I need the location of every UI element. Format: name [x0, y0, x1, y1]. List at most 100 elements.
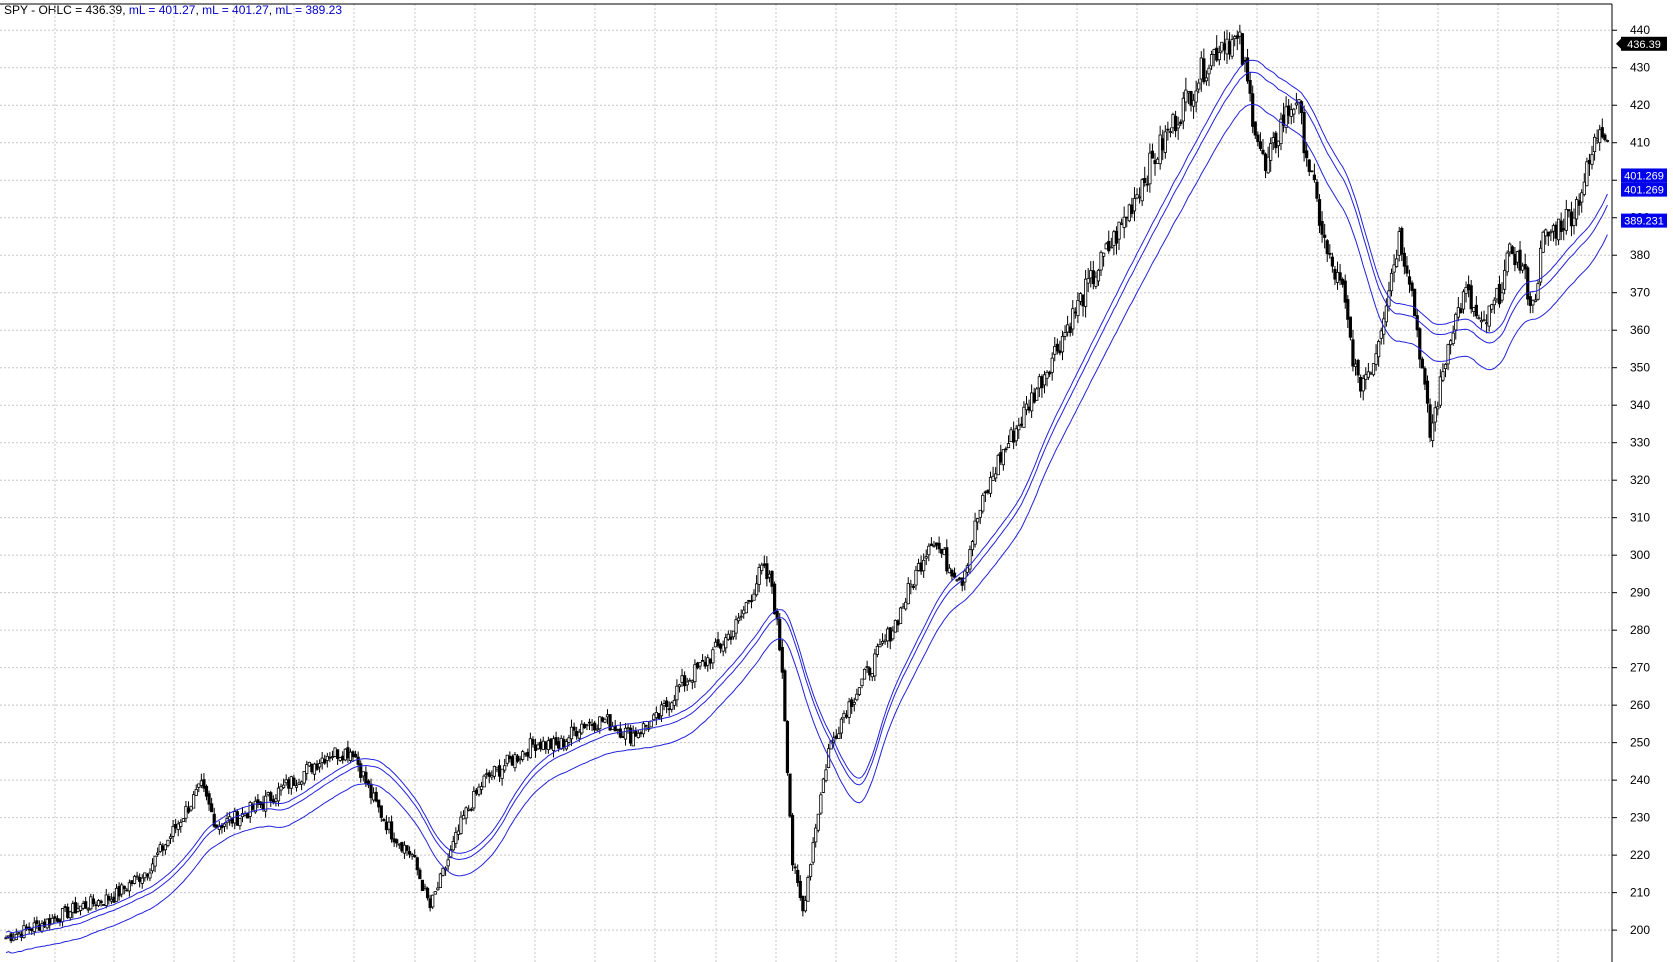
candle-body [783, 670, 787, 722]
y-tick-label: 410 [1630, 136, 1650, 150]
candle-body [1490, 304, 1494, 310]
candle-body [513, 754, 517, 769]
candle-body [680, 675, 684, 683]
candle-body [302, 771, 306, 784]
candle-body [937, 542, 941, 550]
y-tick-label: 340 [1630, 398, 1650, 412]
candle-body [886, 628, 890, 642]
candle-body [202, 779, 206, 789]
y-tick-label: 200 [1630, 923, 1650, 937]
candle-body [539, 741, 543, 750]
candle-body [1467, 284, 1471, 291]
candle-body [685, 681, 689, 686]
candle-body [1114, 230, 1119, 244]
candle-body [1348, 316, 1352, 338]
candle-body [1287, 105, 1291, 116]
candle-body [282, 784, 286, 788]
candle-body [906, 583, 910, 605]
ma3-price-tag-bg [1621, 213, 1667, 228]
candle-body [505, 754, 509, 764]
candle-body [1240, 33, 1245, 65]
candle-body [305, 764, 309, 774]
candle-body [536, 744, 540, 750]
candle-body [395, 839, 399, 844]
candle-body [562, 739, 566, 748]
candle-body [623, 727, 628, 740]
candle-body [1569, 211, 1574, 227]
candle-body [1346, 299, 1350, 320]
candle-body [708, 658, 712, 664]
candle-body [1112, 231, 1116, 246]
candle-body [1464, 286, 1468, 294]
candle-body [63, 906, 67, 908]
candle-body [338, 757, 342, 761]
candle-body [438, 873, 443, 889]
candle-body [1603, 134, 1607, 141]
candle-body [1197, 82, 1201, 90]
ma2-price-tag-bg [1621, 182, 1667, 197]
candle-body [572, 726, 576, 731]
candle-body [1423, 368, 1427, 385]
candle-body [891, 630, 895, 640]
candle-body [1235, 35, 1239, 39]
candle-body [99, 900, 103, 904]
candle-body [819, 794, 823, 814]
candle-body [1299, 101, 1304, 114]
candle-body [844, 714, 849, 718]
candle-body [605, 714, 610, 718]
candle-body [811, 842, 815, 863]
candle-body [1500, 292, 1504, 301]
candle-body [1364, 374, 1368, 380]
candle-body [1335, 272, 1340, 283]
candle-body [369, 783, 373, 799]
candle-body [510, 756, 514, 766]
candle-body [1510, 246, 1514, 255]
candle-body [508, 755, 512, 760]
candle-body [659, 704, 664, 717]
candle-body [120, 884, 124, 895]
candle-body [898, 607, 903, 625]
candle-body [1320, 221, 1324, 235]
candle-body [726, 633, 730, 640]
candle-body [981, 494, 985, 512]
candle-body [557, 741, 561, 749]
candle-body [850, 699, 854, 708]
candle-body [1004, 448, 1008, 451]
candle-body [1251, 93, 1255, 127]
candle-body [1120, 222, 1124, 225]
candle-body [1258, 141, 1263, 149]
ma1-price-tag: 401.269 [1624, 170, 1664, 182]
candle-body [127, 882, 131, 892]
candle-body [176, 823, 180, 830]
candle-body [456, 830, 461, 835]
candle-body [649, 720, 653, 728]
candle-body [1574, 199, 1579, 220]
candle-body [695, 662, 700, 669]
candle-body [963, 570, 967, 583]
candle-body [662, 703, 666, 707]
candle-body [410, 854, 414, 857]
candle-body [413, 855, 417, 858]
candle-body [729, 636, 733, 640]
candle-body [397, 843, 401, 846]
candle-body [1508, 243, 1512, 253]
ma3-label: mL = 389.23 [275, 3, 343, 17]
candle-body [436, 887, 440, 891]
candle-body [274, 798, 278, 802]
candle-body [1091, 270, 1095, 285]
candle-body [824, 769, 828, 782]
candle-body [279, 785, 283, 791]
candle-body [1063, 332, 1067, 337]
y-tick-label: 210 [1630, 886, 1650, 900]
candle-body [292, 777, 296, 786]
candle-body [366, 780, 371, 786]
candle-body [102, 904, 106, 906]
moving-average-line [5, 71, 1608, 939]
y-tick-label: 350 [1630, 361, 1650, 375]
candle-body [1505, 252, 1509, 273]
candle-body [1577, 200, 1581, 206]
candle-body [1395, 258, 1399, 267]
candle-body [521, 751, 525, 760]
y-tick-label: 380 [1630, 248, 1650, 262]
